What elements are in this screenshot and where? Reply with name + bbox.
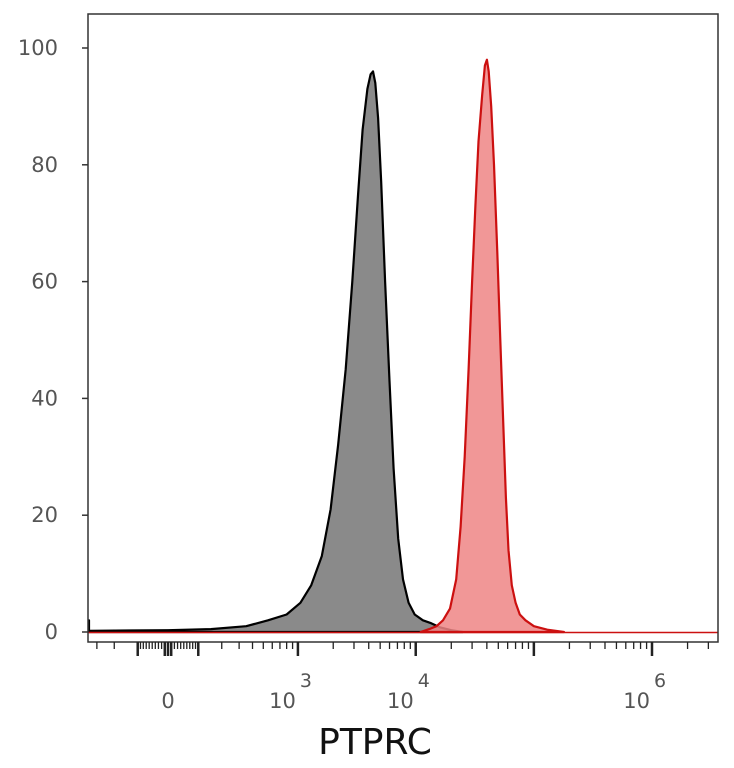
x-tick-label: 104: [387, 670, 430, 713]
x-tick-exponent: 6: [654, 670, 666, 692]
x-tick-exponent: 4: [418, 670, 430, 692]
x-tick-base: 10: [387, 689, 414, 713]
plot-frame: [87, 13, 719, 643]
series-2-histogram: [419, 58, 566, 634]
x-tick-exponent: 3: [300, 670, 312, 692]
y-axis: 0 20 40 60 80 100: [18, 36, 88, 644]
y-tick-label: 40: [31, 386, 58, 410]
y-tick-label: 100: [18, 36, 58, 60]
x-axis-minor-ticks: [96, 642, 710, 656]
x-tick-label: 106: [623, 670, 666, 713]
x-tick-base: 0: [161, 689, 174, 713]
x-tick-base: 10: [269, 689, 296, 713]
series-1-histogram: [87, 70, 464, 634]
y-tick-label: 60: [31, 270, 58, 294]
x-tick-label: 0: [161, 689, 174, 713]
x-tick-label: 103: [269, 670, 312, 713]
x-axis-title: PTPRC: [318, 722, 432, 763]
y-tick-label: 20: [31, 503, 58, 527]
x-tick-base: 10: [623, 689, 650, 713]
series-layer: [87, 58, 718, 634]
y-tick-label: 80: [31, 153, 58, 177]
y-tick-label: 0: [45, 620, 58, 644]
